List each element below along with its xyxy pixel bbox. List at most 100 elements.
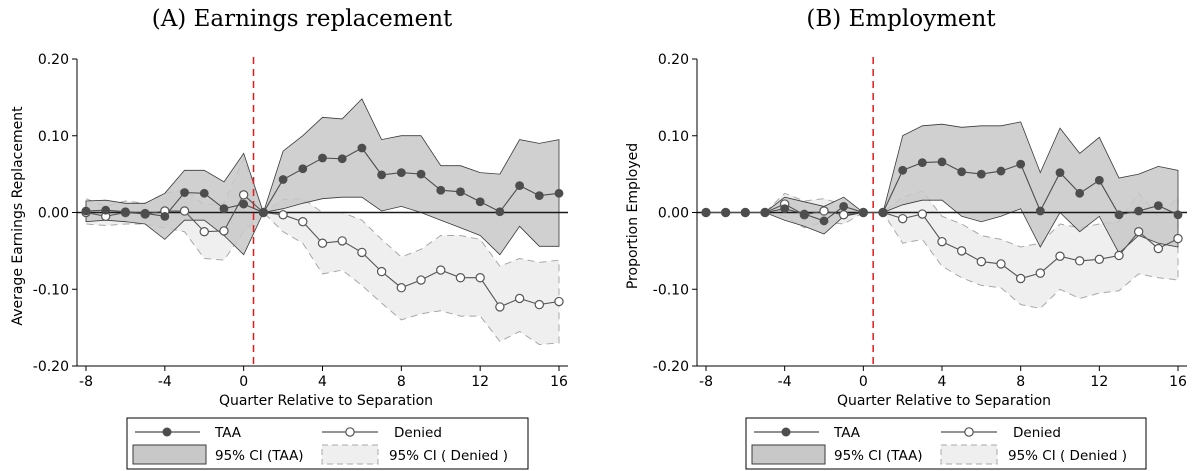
legend-ci-taa-swatch xyxy=(132,444,207,465)
point-denied xyxy=(897,213,908,224)
point-taa xyxy=(976,169,986,179)
point-taa xyxy=(996,166,1006,176)
point-taa xyxy=(337,154,347,164)
point-taa xyxy=(160,211,170,221)
point-denied xyxy=(554,296,564,307)
point-taa xyxy=(140,208,150,218)
legend: TAA Denied 95% CI (TAA) 95% CI ( Denied … xyxy=(126,417,529,470)
point-denied xyxy=(996,259,1006,269)
point-denied xyxy=(1114,250,1124,261)
point-taa xyxy=(898,165,908,175)
panel-earnings-replacement: (A) Earnings replacement -0.20 -0.10 0.00 0… xyxy=(10,6,568,470)
point-taa xyxy=(1173,210,1183,220)
point-denied xyxy=(495,302,505,312)
point-denied xyxy=(376,266,387,277)
point-taa xyxy=(1035,206,1045,216)
y-tick-label: 0.00 xyxy=(38,206,69,222)
point-taa xyxy=(937,157,947,167)
panel-title: (A) Earnings replacement xyxy=(152,6,453,32)
legend-ci-taa-label: 95% CI (TAA) xyxy=(215,448,304,464)
legend-ci-denied-label: 95% CI ( Denied ) xyxy=(1008,448,1127,464)
x-axis-label: Quarter Relative to Separation xyxy=(837,393,1051,409)
point-taa xyxy=(239,199,249,209)
point-taa xyxy=(416,169,426,179)
point-denied xyxy=(1015,273,1026,284)
panel-employment: (B) Employment -0.20-0.100.000.100.20-8-… xyxy=(625,6,1187,470)
point-denied xyxy=(219,226,229,236)
legend-denied-marker xyxy=(964,427,974,437)
legend-ci-denied-swatch xyxy=(940,444,998,465)
legend-ci-taa-label: 95% CI (TAA) xyxy=(834,448,923,464)
point-denied xyxy=(199,226,209,237)
ci-band-taa xyxy=(85,98,560,256)
point-taa xyxy=(81,206,91,216)
point-taa xyxy=(554,188,564,198)
point-taa xyxy=(701,208,711,217)
x-tick-label: 8 xyxy=(397,374,406,390)
point-taa xyxy=(839,201,849,211)
point-taa xyxy=(298,164,308,174)
x-tick-label: 12 xyxy=(471,374,489,390)
point-taa xyxy=(1016,159,1026,169)
y-tick-label: 0.00 xyxy=(658,206,689,222)
point-taa xyxy=(957,167,967,177)
x-axis-label: Quarter Relative to Separation xyxy=(219,393,433,409)
legend: TAA Denied 95% CI (TAA) 95% CI ( Denied … xyxy=(745,417,1147,470)
point-denied xyxy=(956,246,967,256)
y-tick-label: -0.10 xyxy=(33,282,69,298)
point-denied xyxy=(937,236,947,247)
point-denied xyxy=(475,273,485,283)
point-denied xyxy=(317,238,328,248)
y-tick-label: -0.20 xyxy=(653,359,689,375)
point-denied xyxy=(976,256,987,267)
legend-ci-denied-label: 95% CI ( Denied ) xyxy=(389,448,508,464)
plot-area: -0.20 -0.10 0.00 0.10 0.20 -8 -4 0 4 8 12 16 xyxy=(653,52,1187,390)
plot-area: -0.20 -0.10 0.00 0.10 0.20 -8 -4 0 4 8 12 16 xyxy=(33,52,568,390)
point-taa xyxy=(534,191,544,201)
point-denied xyxy=(179,206,190,216)
point-denied xyxy=(1133,226,1144,237)
y-tick-label: 0.20 xyxy=(38,52,69,68)
legend-denied-label: Denied xyxy=(1013,425,1061,441)
point-taa xyxy=(199,188,209,198)
point-denied xyxy=(838,210,849,220)
point-taa xyxy=(721,208,731,217)
point-denied xyxy=(1055,251,1065,261)
x-tick-label: 12 xyxy=(1090,374,1108,390)
point-denied xyxy=(416,275,426,285)
legend-ci-taa-swatch xyxy=(751,444,826,465)
x-tick-label: 0 xyxy=(239,374,248,390)
point-taa xyxy=(515,181,524,191)
point-denied xyxy=(1173,233,1183,244)
point-taa xyxy=(278,175,288,184)
point-denied xyxy=(337,236,347,246)
x-tick-label: -4 xyxy=(158,374,172,390)
legend-ci-denied-swatch xyxy=(321,444,379,465)
point-taa xyxy=(1055,168,1065,177)
point-denied xyxy=(534,299,544,310)
point-taa xyxy=(396,168,406,177)
point-denied xyxy=(278,210,288,220)
point-taa xyxy=(219,204,229,214)
point-taa xyxy=(318,153,327,163)
panel-title: (B) Employment xyxy=(806,6,996,32)
y-tick-label: 0.10 xyxy=(658,129,689,145)
point-denied xyxy=(819,206,829,216)
point-taa xyxy=(1114,210,1124,220)
x-tick-label: -4 xyxy=(778,374,792,390)
point-denied xyxy=(396,283,407,293)
point-taa xyxy=(475,197,485,207)
x-tick-label: 16 xyxy=(550,374,568,390)
point-taa xyxy=(436,185,446,195)
point-denied xyxy=(298,217,308,227)
x-tick-label: 16 xyxy=(1169,374,1187,390)
legend-denied-marker xyxy=(345,427,355,437)
point-taa xyxy=(1094,175,1104,185)
point-denied xyxy=(514,293,525,304)
point-taa xyxy=(377,170,387,180)
point-denied xyxy=(1153,243,1164,254)
point-taa xyxy=(121,207,130,217)
legend-taa-marker xyxy=(162,427,172,437)
y-tick-label: -0.20 xyxy=(33,359,69,375)
